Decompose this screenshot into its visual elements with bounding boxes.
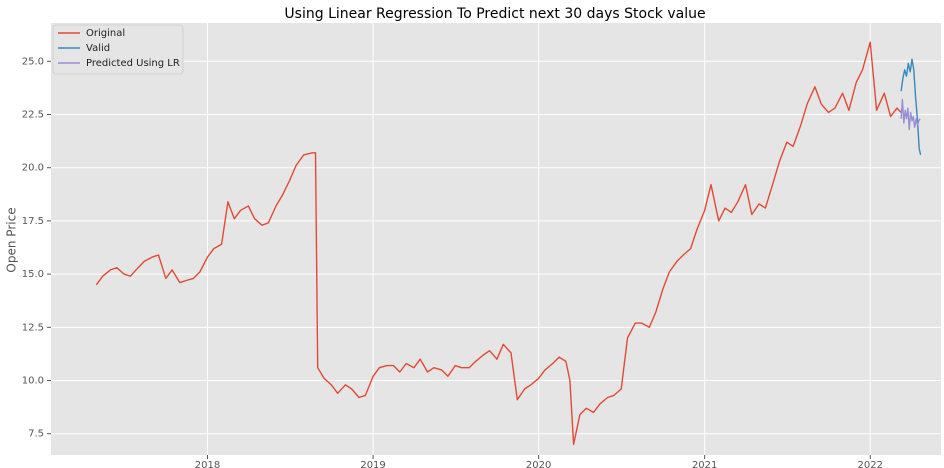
y-tick-label: 22.5: [22, 110, 44, 121]
series-line-original: [95, 41, 902, 446]
series-line-predicted: [900, 98, 921, 131]
legend-label-valid: Valid: [86, 43, 110, 54]
y-axis-ticks: 7.5 10.0 12.5 15.0 17.5 20.0 22.5 25.0: [22, 56, 51, 440]
x-axis-ticks: 2018 2019 2020 2021 2022: [195, 455, 883, 468]
y-axis-label: Open Price: [5, 207, 19, 272]
y-tick-label: 12.5: [22, 322, 44, 333]
y-tick-label: 10.0: [22, 376, 44, 387]
y-tick-label: 25.0: [22, 56, 44, 67]
x-tick-label: 2021: [692, 460, 717, 468]
y-tick-label: 17.5: [22, 216, 44, 227]
plot-background: [51, 23, 941, 455]
legend-box: [52, 24, 184, 75]
x-tick-label: 2020: [526, 460, 551, 468]
legend: Original Valid Predicted Using LR: [52, 24, 184, 75]
x-tick-label: 2018: [195, 460, 220, 468]
x-tick-label: 2019: [360, 460, 385, 468]
y-tick-label: 15.0: [22, 269, 44, 280]
chart-title: Using Linear Regression To Predict next …: [284, 6, 705, 22]
y-tick-label: 7.5: [28, 429, 44, 440]
legend-label-predicted: Predicted Using LR: [86, 58, 180, 69]
x-tick-label: 2022: [858, 460, 883, 468]
legend-label-original: Original: [86, 28, 125, 39]
grid-lines: [51, 23, 941, 455]
series-layer: [95, 41, 922, 446]
y-tick-label: 20.0: [22, 163, 44, 174]
